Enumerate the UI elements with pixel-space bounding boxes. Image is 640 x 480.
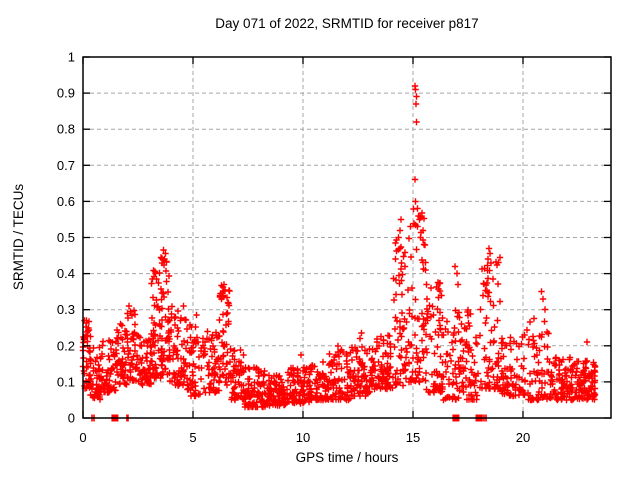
- y-tick-label: 1: [68, 50, 75, 65]
- y-axis-label: SRMTID / TECUs: [11, 184, 26, 291]
- x-tick-label: 0: [79, 430, 86, 445]
- y-tick-label: 0.4: [57, 266, 75, 281]
- tick-labels: 00.10.20.30.40.50.60.70.80.910 5 10 15 20: [57, 50, 530, 446]
- y-tick-label: 0.6: [57, 194, 75, 209]
- y-tick-label: 0.1: [57, 374, 75, 389]
- chart-title: Day 071 of 2022, SRMTID for receiver p81…: [215, 16, 478, 31]
- y-tick-label: 0.2: [57, 338, 75, 353]
- y-tick-label: 0.8: [57, 122, 75, 137]
- x-tick-label: 20: [516, 430, 530, 445]
- y-tick-label: 0.7: [57, 158, 75, 173]
- y-tick-label: 0.3: [57, 302, 75, 317]
- y-tick-label: 0: [68, 411, 75, 426]
- x-tick-label: 10: [296, 430, 310, 445]
- scatter-points: [79, 82, 599, 422]
- y-tick-label: 0.9: [57, 86, 75, 101]
- y-tick-label: 0.5: [57, 230, 75, 245]
- x-tick-label: 5: [189, 430, 196, 445]
- x-tick-label: 15: [406, 430, 420, 445]
- x-axis-label: GPS time / hours: [296, 450, 399, 465]
- plot-frame: [82, 56, 612, 419]
- data-plus-markers: [79, 82, 599, 411]
